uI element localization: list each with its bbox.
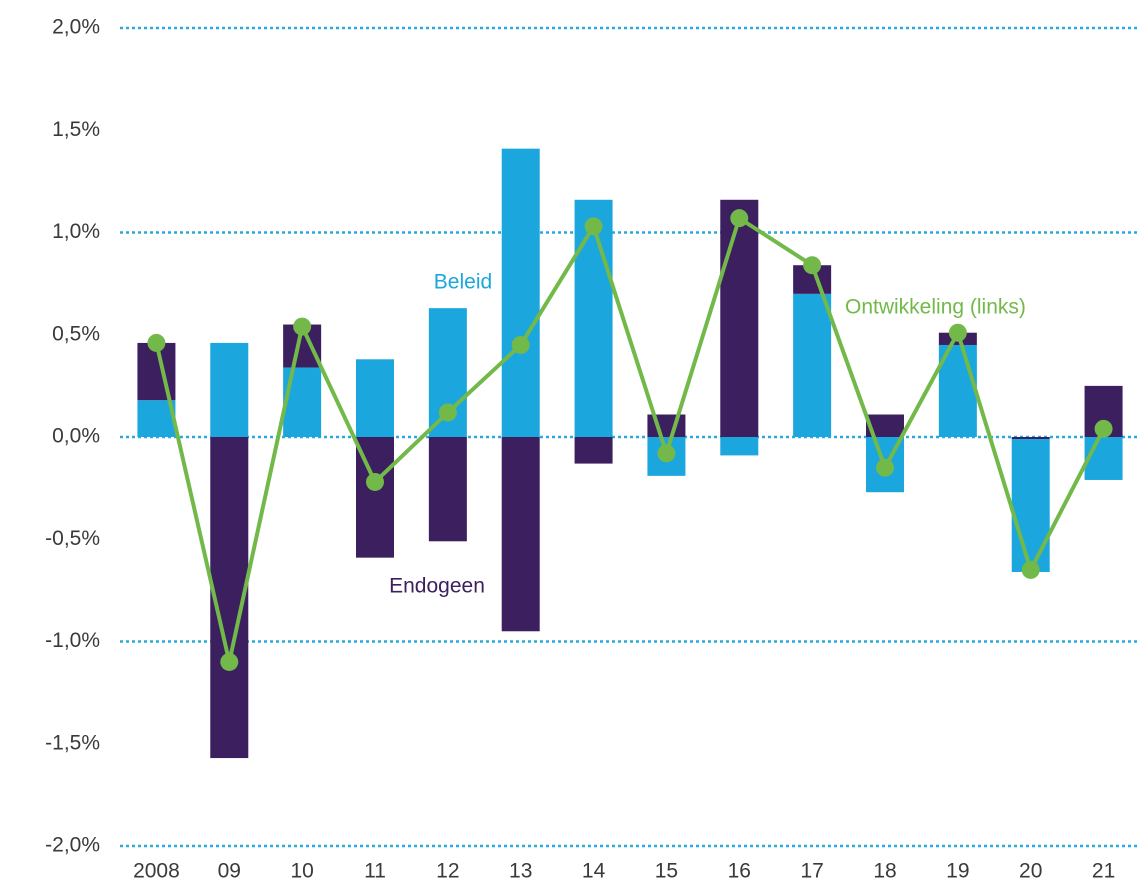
line-marker xyxy=(584,217,603,236)
y-tick-label: -2,0% xyxy=(45,834,100,857)
x-tick-label: 19 xyxy=(946,860,969,883)
x-tick-label: 09 xyxy=(218,860,241,883)
line-marker xyxy=(730,209,749,228)
y-tick-label: 2,0% xyxy=(52,16,100,39)
y-tick-label: 0,0% xyxy=(52,425,100,448)
x-tick-label: 11 xyxy=(364,860,386,883)
bar-segment xyxy=(210,342,249,437)
bar-segment xyxy=(1011,439,1050,572)
bar-segment xyxy=(501,148,540,437)
line-marker xyxy=(657,444,676,463)
bar-segment xyxy=(574,437,613,464)
bar-segment xyxy=(793,293,832,437)
line-marker xyxy=(220,652,239,671)
series-label: Beleid xyxy=(434,271,492,294)
x-tick-label: 17 xyxy=(800,860,823,883)
line-marker xyxy=(1021,560,1040,579)
line xyxy=(154,215,1106,663)
x-tick-label: 15 xyxy=(655,860,678,883)
x-tick-label: 21 xyxy=(1092,860,1115,883)
line-marker xyxy=(1094,419,1113,438)
y-tick-label: -1,5% xyxy=(45,731,100,754)
x-tick-label: 16 xyxy=(728,860,751,883)
y-tick-label: 0,5% xyxy=(52,322,100,345)
bar-segment xyxy=(720,437,759,456)
y-tick-label: -0,5% xyxy=(45,527,100,550)
x-tick-label: 13 xyxy=(509,860,532,883)
x-tick-label: 18 xyxy=(873,860,896,883)
line-marker xyxy=(511,335,530,354)
line-marker xyxy=(293,317,312,336)
series-label: Ontwikkeling (links) xyxy=(845,296,1026,319)
bar-segment xyxy=(720,199,759,437)
x-tick-label: 14 xyxy=(582,860,606,883)
line-marker xyxy=(438,403,457,422)
bar-segment xyxy=(501,437,540,632)
y-tick-label: -1,0% xyxy=(45,629,100,652)
line-marker xyxy=(366,472,384,491)
x-tick-label: 12 xyxy=(436,860,459,883)
bar-segment xyxy=(283,367,322,437)
line-marker xyxy=(876,458,894,477)
series-label: Endogeen xyxy=(389,575,485,598)
line-marker xyxy=(948,323,967,342)
bar-segment xyxy=(356,359,394,437)
x-tick-label: 2008 xyxy=(133,860,180,883)
y-tick-label: 1,0% xyxy=(52,220,100,243)
y-tick-label: 1,5% xyxy=(52,118,100,141)
line-marker xyxy=(147,333,166,352)
bar-segment xyxy=(1011,437,1050,440)
line-marker xyxy=(803,256,822,275)
bar-segment xyxy=(428,437,467,542)
x-tick-label: 20 xyxy=(1019,860,1042,883)
bar-segment xyxy=(1084,437,1123,480)
x-tick-label: 10 xyxy=(290,860,313,883)
bar-segment xyxy=(574,199,613,437)
bar-segment xyxy=(866,414,904,437)
